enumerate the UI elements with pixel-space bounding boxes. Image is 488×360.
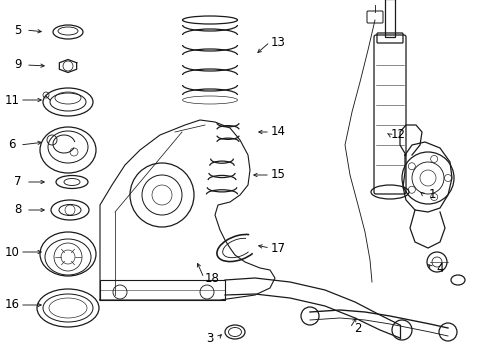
Text: 14: 14	[270, 126, 285, 139]
Text: 9: 9	[14, 58, 21, 72]
Text: 7: 7	[14, 175, 21, 189]
Text: 4: 4	[435, 261, 443, 274]
Text: 1: 1	[427, 189, 435, 202]
Text: 15: 15	[270, 168, 285, 181]
Text: 11: 11	[4, 94, 20, 107]
Text: 8: 8	[14, 203, 21, 216]
Text: 5: 5	[14, 23, 21, 36]
Text: 18: 18	[204, 271, 219, 284]
Text: 2: 2	[353, 321, 361, 334]
Text: 10: 10	[4, 246, 20, 258]
Text: 3: 3	[206, 332, 213, 345]
Text: 16: 16	[4, 298, 20, 311]
Text: 6: 6	[8, 139, 16, 152]
Text: 12: 12	[390, 129, 405, 141]
Text: 17: 17	[270, 242, 285, 255]
Text: 13: 13	[270, 36, 285, 49]
